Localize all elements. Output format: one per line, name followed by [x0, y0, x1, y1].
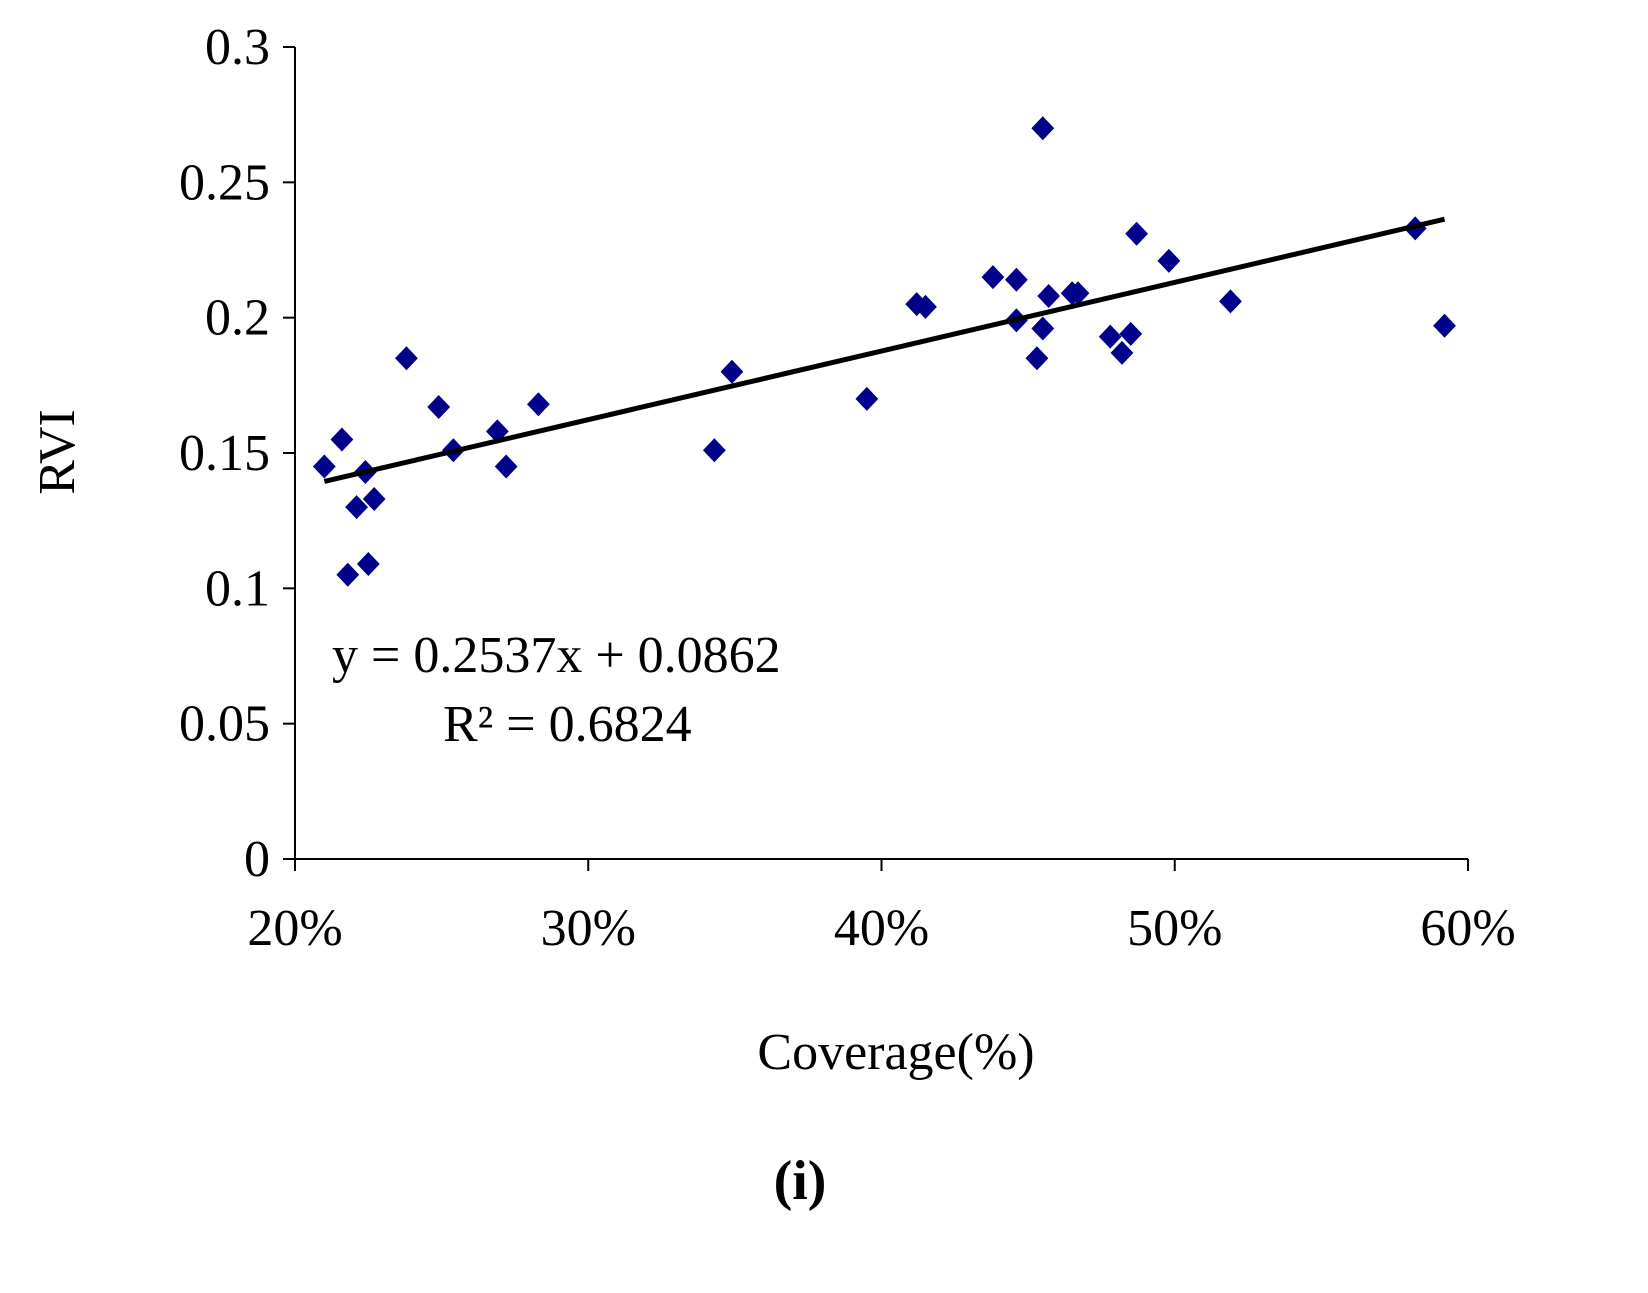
data-point: [312, 454, 336, 479]
data-point: [720, 359, 744, 384]
y-tick-label: 0: [244, 831, 270, 888]
x-tick-label: 20%: [247, 900, 342, 957]
data-point: [1025, 346, 1049, 371]
data-point: [1031, 316, 1055, 341]
data-point: [1098, 324, 1122, 349]
data-point: [855, 386, 879, 411]
x-tick-label: 30%: [541, 900, 636, 957]
data-point: [1037, 284, 1061, 309]
y-ticks: 0 0.05 0.1 0.15 0.2 0.25 0.3: [179, 19, 295, 888]
data-point: [1119, 321, 1143, 346]
data-point: [1157, 248, 1181, 273]
trend-line: [323, 216, 1446, 484]
data-points: [312, 116, 1456, 587]
data-point: [1433, 313, 1456, 338]
data-point: [362, 487, 386, 512]
y-tick-label: 0.05: [179, 696, 270, 753]
equation-label: y = 0.2537x + 0.0862: [332, 627, 781, 684]
y-tick-label: 0.2: [205, 290, 270, 347]
y-tick-label: 0.25: [179, 154, 270, 211]
y-tick-label: 0.15: [179, 425, 270, 482]
x-tick-label: 50%: [1127, 900, 1222, 957]
y-axis-title: RVI: [29, 409, 86, 494]
y-tick-label: 0.3: [205, 19, 270, 76]
data-point: [1066, 281, 1090, 306]
data-point: [1110, 340, 1134, 365]
x-axis-title: Coverage(%): [757, 1024, 1034, 1081]
data-point: [1004, 267, 1028, 292]
data-point: [1219, 289, 1242, 314]
x-ticks: 20% 30% 40% 50% 60%: [247, 859, 1516, 957]
y-tick-label: 0.1: [205, 560, 270, 617]
data-point: [356, 551, 380, 576]
data-point: [981, 265, 1005, 290]
data-point: [494, 454, 518, 479]
data-point: [1125, 221, 1149, 246]
data-point: [1031, 116, 1055, 141]
data-point: [336, 562, 360, 587]
panel-label: (i): [774, 1150, 827, 1212]
x-tick-label: 60%: [1420, 900, 1515, 957]
data-point: [330, 427, 354, 452]
r-squared-label: R² = 0.6824: [443, 696, 692, 753]
x-tick-label: 40%: [834, 900, 929, 957]
data-point: [914, 294, 937, 319]
data-point: [345, 495, 368, 520]
data-point: [395, 346, 418, 371]
data-point: [427, 394, 451, 419]
data-point: [526, 392, 550, 417]
data-point: [702, 438, 726, 463]
